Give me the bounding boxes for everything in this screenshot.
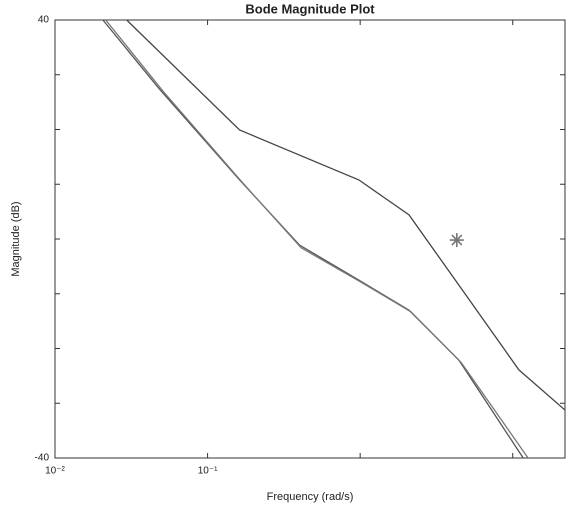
y-axis-label: Magnitude (dB)	[10, 201, 22, 276]
asterisk-marker	[449, 233, 464, 248]
series-line	[105, 20, 529, 458]
plot-frame	[54, 19, 566, 459]
plot-area	[102, 20, 565, 458]
y-tick-label: -40	[35, 453, 50, 464]
chart-title: Bode Magnitude Plot	[245, 1, 375, 16]
series-line	[102, 20, 524, 458]
x-tick-label: 10⁻²	[45, 466, 65, 477]
x-tick-label: 10⁻¹	[198, 466, 218, 477]
series-line	[126, 20, 565, 411]
y-tick-label: 40	[38, 15, 50, 26]
x-axis-label: Frequency (rad/s)	[267, 491, 354, 503]
